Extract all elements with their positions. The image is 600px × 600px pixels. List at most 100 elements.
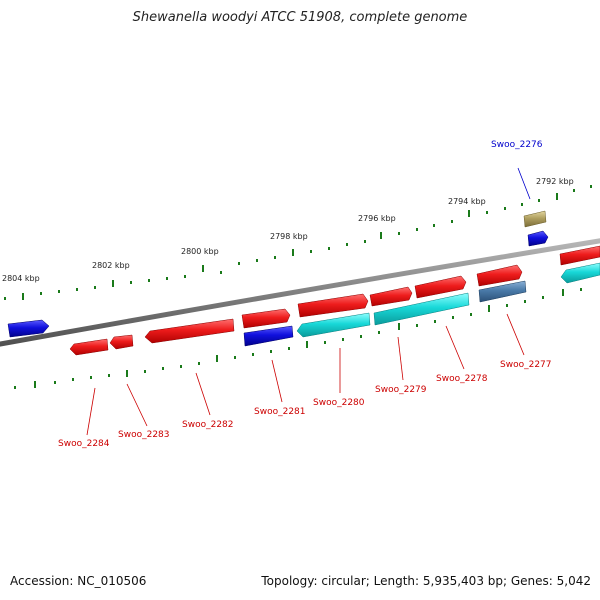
gene-arrow-cyan (296, 312, 371, 338)
tick (416, 324, 418, 327)
tick (130, 281, 132, 284)
gene-label-swoo-2278[interactable]: Swoo_2278 (436, 374, 488, 384)
tick (360, 335, 362, 338)
leader-line (86, 387, 96, 436)
tick (252, 353, 254, 356)
tick (274, 256, 276, 259)
tick (538, 199, 540, 202)
leader-line (271, 359, 283, 403)
tick (4, 297, 6, 300)
gene-label-swoo-2281[interactable]: Swoo_2281 (254, 407, 306, 417)
gene-label-swoo-2283[interactable]: Swoo_2283 (118, 430, 170, 440)
tick (198, 362, 200, 365)
tick (524, 300, 526, 303)
tick (216, 355, 218, 362)
tick (416, 228, 418, 231)
tick (364, 240, 366, 243)
tick (34, 381, 36, 388)
gene-arrow-blue (243, 325, 294, 347)
gene-label-swoo-2276[interactable]: Swoo_2276 (491, 140, 543, 150)
tick (486, 211, 488, 214)
tick (580, 288, 582, 291)
tick (90, 376, 92, 379)
tick (288, 347, 290, 350)
tick (234, 356, 236, 359)
gene-arrow-red (476, 264, 523, 287)
tick (148, 279, 150, 282)
tick (112, 280, 114, 287)
tick (378, 331, 380, 334)
scale-label: 2804 kbp (2, 274, 40, 283)
tick (76, 288, 78, 291)
upper-tick-ruler (4, 185, 592, 300)
tick (398, 323, 400, 330)
gene-arrow-red (297, 293, 369, 318)
tick (108, 374, 110, 377)
tick (451, 220, 453, 223)
tick (238, 262, 240, 265)
tick (346, 243, 348, 246)
leader-line (506, 313, 525, 356)
tick (434, 320, 436, 323)
tick (40, 292, 42, 295)
gene-label-swoo-2284[interactable]: Swoo_2284 (58, 439, 110, 449)
tick (310, 250, 312, 253)
tick (58, 290, 60, 293)
lower-tick-ruler (14, 288, 582, 389)
tick (573, 189, 575, 192)
tick (72, 378, 74, 381)
tick (220, 271, 222, 274)
gene-label-swoo-2279[interactable]: Swoo_2279 (375, 385, 427, 395)
gene-arrow-cyan (373, 292, 470, 326)
gene-arrow-cyan (560, 262, 600, 284)
tick (398, 232, 400, 235)
tick (342, 338, 344, 341)
scale-label: 2796 kbp (358, 214, 396, 223)
tick (452, 316, 454, 319)
tick (166, 277, 168, 280)
outer-strand-features (7, 210, 600, 338)
tick (144, 370, 146, 373)
gene-arrow-olive (523, 210, 547, 228)
gene-label-swoo-2280[interactable]: Swoo_2280 (313, 398, 365, 408)
gene-arrow-steel (478, 280, 527, 303)
tick (306, 341, 308, 348)
gene-arrow-red (369, 286, 413, 307)
accession-text: Accession: NC_010506 (10, 574, 147, 588)
leader-line (445, 325, 465, 370)
tick (562, 289, 564, 296)
tick (180, 365, 182, 368)
tick (324, 341, 326, 344)
tick (521, 203, 523, 206)
genome-title: Shewanella woodyi ATCC 51908, complete g… (132, 10, 468, 25)
gene-arrow-red (559, 245, 600, 266)
scale-label: 2800 kbp (181, 247, 219, 256)
tick (94, 286, 96, 289)
tick (162, 367, 164, 370)
gene-label-swoo-2282[interactable]: Swoo_2282 (182, 420, 234, 430)
tick (126, 370, 128, 377)
genome-backbone (0, 238, 600, 347)
tick (556, 193, 558, 200)
gene-arrow-blue (527, 230, 549, 247)
tick (270, 350, 272, 353)
tick (202, 265, 204, 272)
gene-label-swoo-2277[interactable]: Swoo_2277 (500, 360, 552, 370)
gene-arrow-red (241, 308, 291, 329)
scale-label: 2798 kbp (270, 232, 308, 241)
tick (292, 249, 294, 256)
tick (14, 386, 16, 389)
inner-strand-features (69, 262, 600, 356)
gene-arrow-red (109, 334, 134, 350)
tick (488, 305, 490, 312)
scale-label: 2792 kbp (536, 177, 574, 186)
tick (380, 232, 382, 239)
tick (22, 293, 24, 300)
gene-arrow-blue (7, 319, 50, 338)
label-leaders (86, 167, 531, 436)
leader-line (195, 372, 211, 416)
tick (542, 296, 544, 299)
leader-line (517, 167, 531, 200)
scale-label: 2794 kbp (448, 197, 486, 206)
